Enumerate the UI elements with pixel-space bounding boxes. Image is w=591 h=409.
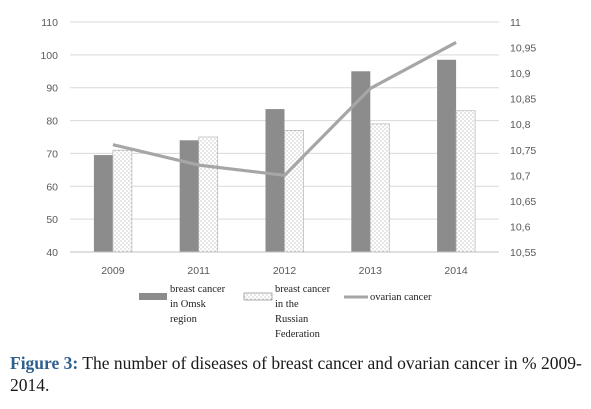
right-y-axis: 10,55 10,6 10,65 10,7 10,75 10,8 10,85 10,9 10,9… bbox=[510, 17, 536, 259]
right-tick-label: 10,9 bbox=[510, 68, 531, 80]
bar-omsk bbox=[351, 71, 371, 253]
bar-russian-federation bbox=[284, 130, 304, 253]
left-tick-label: 40 bbox=[46, 247, 58, 259]
bar-omsk bbox=[179, 140, 199, 252]
left-tick-label: 80 bbox=[46, 116, 58, 128]
bar-russian-federation bbox=[369, 123, 390, 253]
legend-swatch-omsk bbox=[139, 293, 167, 300]
x-tick-label: 2012 bbox=[273, 265, 297, 277]
left-tick-label: 90 bbox=[46, 83, 58, 95]
legend-label-omsk: region bbox=[170, 314, 198, 325]
caption-text: The number of diseases of breast cancer … bbox=[10, 353, 582, 395]
legend-label-russian-federation: breast cancer bbox=[275, 284, 331, 295]
bar-russian-federation bbox=[455, 110, 476, 253]
figure-caption: Figure 3: The number of diseases of brea… bbox=[10, 352, 585, 396]
left-tick-label: 70 bbox=[46, 148, 58, 160]
right-tick-label: 10,95 bbox=[510, 43, 536, 55]
x-tick-label: 2011 bbox=[187, 265, 210, 277]
legend-item-ovarian-cancer: ovarian cancer bbox=[344, 292, 432, 303]
right-tick-label: 11 bbox=[510, 17, 521, 29]
x-tick-label: 2014 bbox=[444, 265, 468, 277]
legend-item-omsk: breast cancer in Omsk region bbox=[139, 284, 226, 325]
legend-swatch-russian-federation bbox=[243, 292, 273, 301]
left-tick-label: 100 bbox=[40, 50, 58, 62]
caption-label: Figure 3: bbox=[10, 353, 79, 373]
bar-omsk bbox=[437, 59, 457, 253]
line-series bbox=[112, 41, 457, 177]
legend-label-ovarian-cancer: ovarian cancer bbox=[370, 292, 432, 303]
bar-omsk bbox=[265, 109, 285, 252]
right-tick-label: 10,85 bbox=[510, 94, 536, 106]
legend-label-omsk: in Omsk bbox=[170, 299, 207, 310]
bar-russian-federation bbox=[198, 136, 219, 253]
left-tick-label: 110 bbox=[41, 17, 58, 29]
bar-omsk bbox=[93, 155, 113, 252]
x-axis: 2009 2011 2012 2013 2014 bbox=[70, 251, 499, 277]
right-tick-label: 10,75 bbox=[510, 145, 536, 157]
right-tick-label: 10,8 bbox=[510, 119, 531, 131]
legend-item-russian-federation: breast cancer in the Russian Federation bbox=[243, 284, 331, 340]
right-tick-label: 10,65 bbox=[510, 196, 536, 208]
right-tick-label: 10,7 bbox=[510, 170, 531, 182]
right-tick-label: 10,6 bbox=[510, 221, 531, 233]
right-tick-label: 10,55 bbox=[510, 247, 536, 259]
legend-label-omsk: breast cancer bbox=[170, 284, 226, 295]
bar-series bbox=[93, 59, 476, 253]
x-tick-label: 2013 bbox=[359, 265, 383, 277]
legend-label-russian-federation: in the bbox=[275, 299, 299, 310]
left-tick-label: 50 bbox=[46, 214, 58, 226]
bar-russian-federation bbox=[112, 149, 133, 253]
left-y-axis: 40 50 60 70 80 90 100 110 bbox=[40, 17, 58, 259]
legend: breast cancer in Omsk region breast cancer i… bbox=[139, 284, 432, 340]
x-tick-label: 2009 bbox=[101, 265, 125, 277]
legend-label-russian-federation: Federation bbox=[275, 329, 321, 340]
left-tick-label: 60 bbox=[46, 181, 58, 193]
legend-label-russian-federation: Russian bbox=[275, 314, 309, 325]
